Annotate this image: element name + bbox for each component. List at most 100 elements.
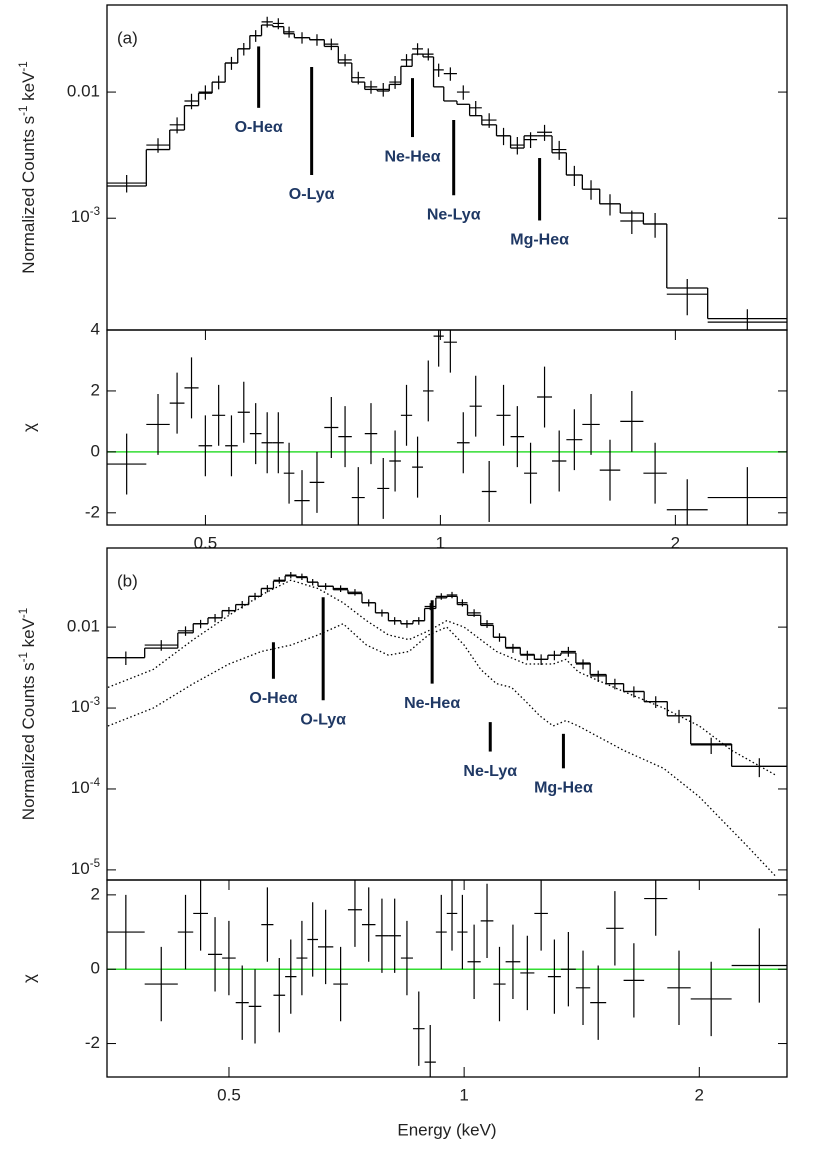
data-point <box>435 593 447 600</box>
plot-area <box>107 330 787 525</box>
data-point <box>212 384 226 446</box>
data-point <box>620 210 644 234</box>
data-point <box>666 278 708 316</box>
y-axis-label: χ <box>19 423 38 432</box>
data-point <box>364 80 378 94</box>
data-point <box>351 467 365 525</box>
data-point <box>547 939 561 1014</box>
data-point <box>566 409 583 471</box>
y-tick-label: -2 <box>85 1033 100 1052</box>
data-point <box>731 758 787 778</box>
data-point <box>184 357 199 419</box>
data-point <box>623 943 645 1018</box>
model-component <box>107 623 776 877</box>
data-point <box>261 887 274 962</box>
line-label: O-Heα <box>249 690 297 707</box>
data-point <box>510 406 525 468</box>
data-point <box>261 16 273 28</box>
data-point <box>144 640 178 651</box>
text-part: keV <box>19 617 38 652</box>
data-point <box>505 924 521 999</box>
y-tick-label: 0.01 <box>67 82 100 101</box>
text-part: 10 <box>71 698 90 717</box>
data-point <box>552 430 567 492</box>
plot-area <box>107 571 787 877</box>
x-tick-label: 0.5 <box>194 533 218 552</box>
data-point <box>552 140 567 160</box>
data-point <box>433 330 444 367</box>
plot-area <box>107 16 787 330</box>
line-label: Mg-Heα <box>534 780 593 797</box>
data-point <box>469 100 482 116</box>
line-label: Ne-Heα <box>404 695 460 712</box>
data-point <box>198 415 213 477</box>
data-point <box>317 909 334 985</box>
superscript: -3 <box>90 696 100 708</box>
data-point <box>338 406 352 468</box>
data-point <box>412 436 424 498</box>
data-point <box>107 433 147 495</box>
y-axis-label: Normalized Counts s-1 keV-1 <box>18 608 38 820</box>
data-point <box>666 479 708 525</box>
data-point <box>560 646 576 657</box>
data-point <box>599 194 621 216</box>
y-tick-label: 10-3 <box>71 206 100 226</box>
data-point <box>338 54 352 67</box>
data-point <box>294 470 310 525</box>
data-point <box>520 935 535 1011</box>
data-point <box>731 928 787 1003</box>
data-point <box>237 381 250 443</box>
data-point <box>377 457 390 519</box>
data-point <box>423 48 434 61</box>
text-part: 10 <box>71 778 90 797</box>
x-tick-label: 1 <box>436 533 445 552</box>
data-point <box>560 932 576 1007</box>
frame <box>106 4 788 331</box>
text-part: 10 <box>71 208 90 227</box>
data-point <box>480 883 494 959</box>
data-point <box>285 939 297 1014</box>
line-label: Ne-Heα <box>384 148 440 165</box>
data-point <box>193 880 208 951</box>
data-point <box>261 412 273 474</box>
data-point <box>481 113 497 128</box>
model-component <box>107 579 776 776</box>
x-axis-label: Energy (keV) <box>397 1120 496 1139</box>
data-point <box>524 442 538 504</box>
panel: 4 2 0 -2 0.5 1 2 χ <box>19 319 788 552</box>
data-point <box>283 26 295 38</box>
data-point <box>107 894 145 970</box>
step-connector <box>144 575 733 767</box>
data-point <box>412 991 425 1066</box>
data-point <box>184 93 199 110</box>
data-point <box>388 898 401 973</box>
data-point <box>566 165 583 187</box>
y-tick-label: 4 <box>91 319 100 338</box>
data-point <box>283 442 295 504</box>
data-point <box>177 894 194 970</box>
data-point <box>606 891 624 966</box>
data-point <box>643 442 667 504</box>
data-point <box>643 213 667 238</box>
data-point <box>333 585 348 592</box>
y-tick-label: 2 <box>91 380 100 399</box>
data-point <box>347 589 362 596</box>
data-point <box>457 599 468 607</box>
line-label: Ne-Lyα <box>463 763 517 780</box>
text-part: keV <box>19 71 38 106</box>
data-point <box>690 737 732 755</box>
data-point <box>375 898 389 973</box>
y-tick-label: 0 <box>91 441 100 460</box>
data-point <box>364 403 378 465</box>
data-point <box>107 175 147 193</box>
data-point <box>361 887 376 962</box>
data-point <box>582 393 600 455</box>
data-point <box>412 43 424 56</box>
data-point <box>480 620 494 628</box>
y-tick-label: 10-3 <box>71 696 100 716</box>
data-point <box>222 920 236 996</box>
line-label: O-Lyα <box>289 186 335 203</box>
data-point <box>510 137 525 155</box>
